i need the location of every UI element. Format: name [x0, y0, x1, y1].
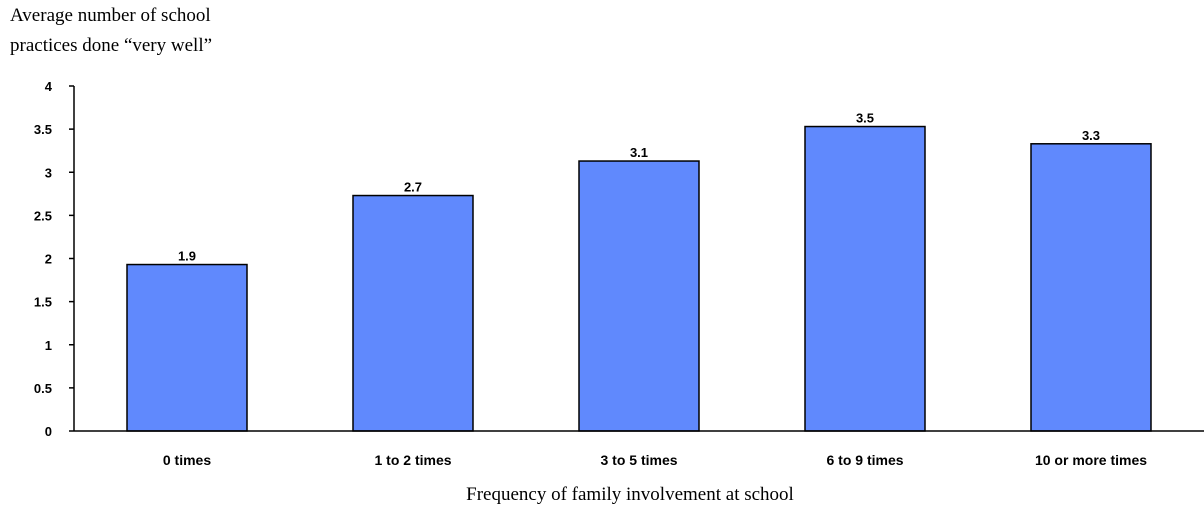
bars: 1.9 2.7 3.1 3.5 3.3: [126, 111, 1152, 432]
x-axis-title: Frequency of family involvement at schoo…: [466, 484, 794, 505]
y-tick-label: 4: [45, 79, 53, 94]
x-category-label: 6 to 9 times: [826, 452, 903, 468]
y-tick-label: 1.5: [34, 295, 52, 310]
y-tick-label: 1: [45, 338, 52, 353]
y-axis-title-line-1: Average number of school: [10, 5, 211, 26]
y-axis-title-line-2: practices done “very well”: [10, 35, 212, 56]
y-tick-label: 0.5: [34, 381, 52, 396]
bar: [126, 263, 248, 432]
data-label: 1.9: [178, 249, 196, 264]
x-category-label: 0 times: [163, 452, 211, 468]
data-label: 3.1: [630, 145, 648, 160]
data-label: 3.3: [1082, 128, 1100, 143]
bar: [352, 194, 474, 432]
y-tick-label: 3: [45, 165, 52, 180]
x-category-label: 10 or more times: [1035, 452, 1147, 468]
y-tick-label: 2.5: [34, 208, 52, 223]
bar: [1030, 143, 1152, 432]
data-label: 2.7: [404, 180, 422, 195]
y-tick-label: 2: [45, 252, 52, 267]
y-tick-label: 0: [45, 424, 52, 439]
bar: [578, 160, 700, 432]
x-axis-categories: 0 times 1 to 2 times 3 to 5 times 6 to 9 ti…: [163, 452, 1147, 468]
y-tick-label: 3.5: [34, 122, 52, 137]
bar: [804, 125, 926, 432]
data-label: 3.5: [856, 111, 874, 126]
x-category-label: 1 to 2 times: [374, 452, 451, 468]
x-category-label: 3 to 5 times: [600, 452, 677, 468]
y-axis-ticks: 0 0.5 1 1.5 2 2.5 3 3.5 4: [34, 79, 74, 439]
